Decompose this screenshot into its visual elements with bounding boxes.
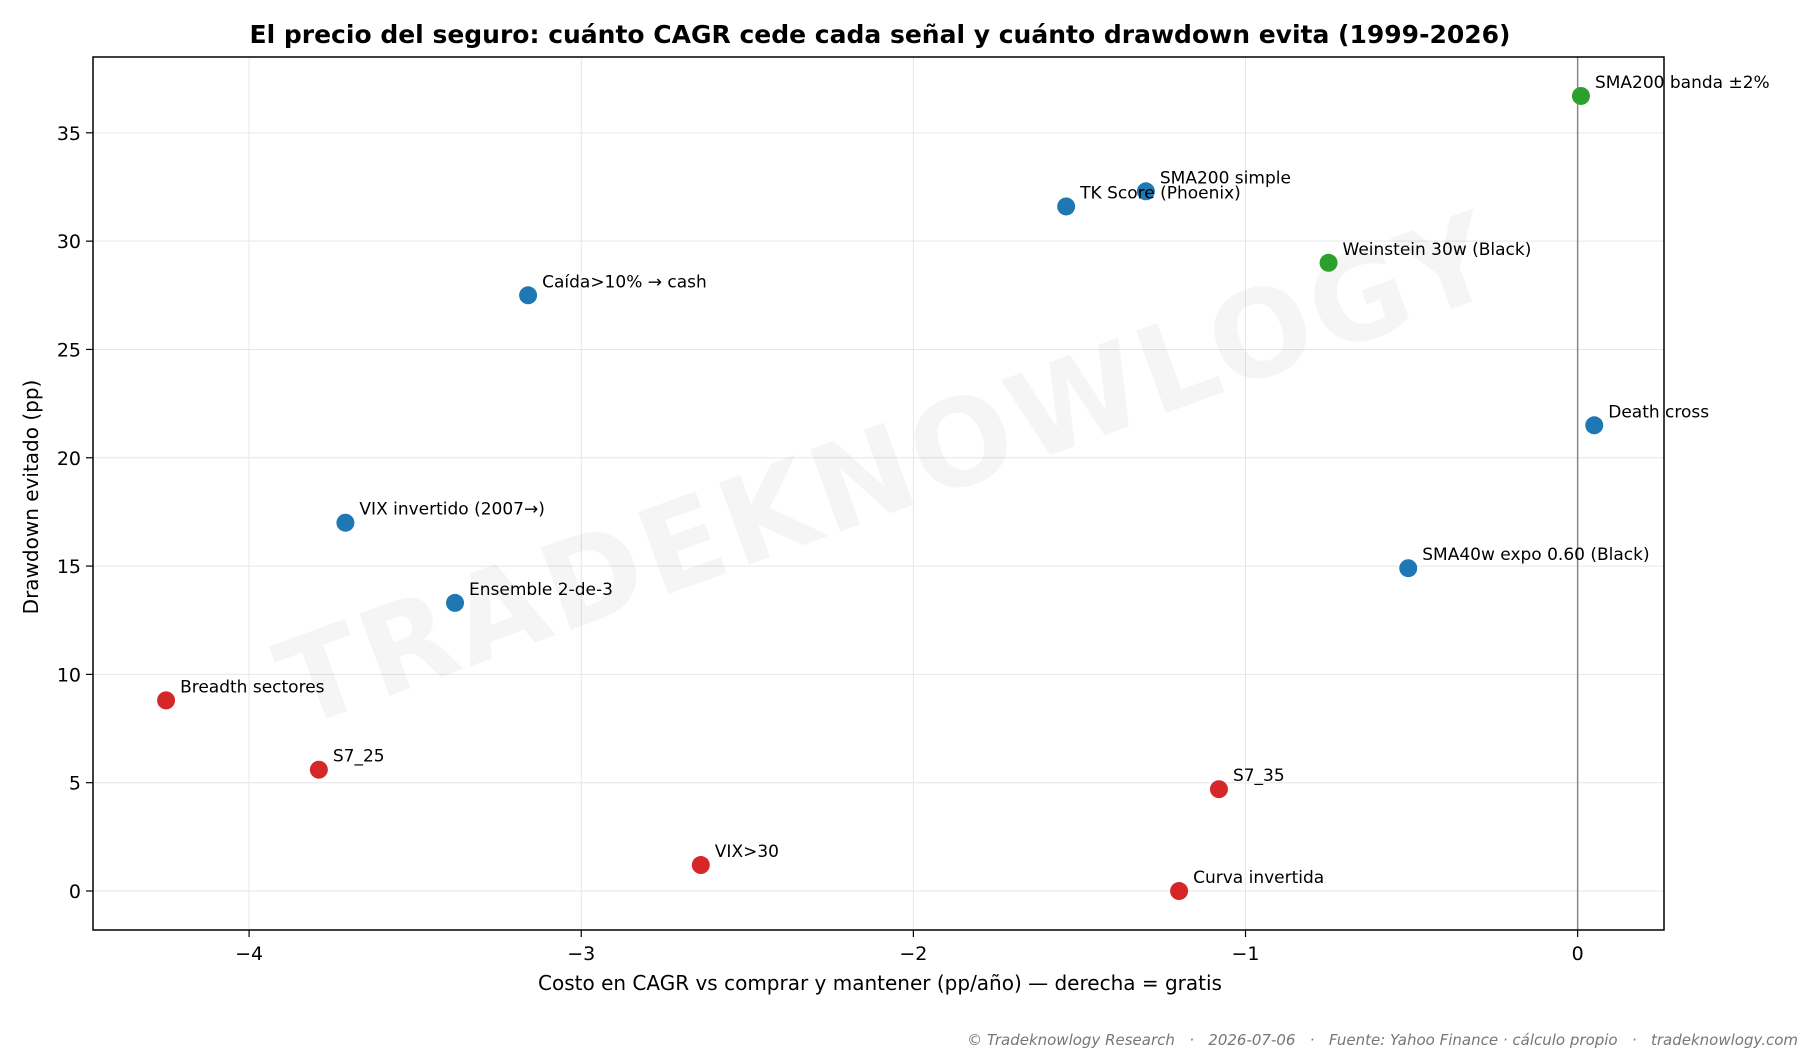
data-point-label: Weinstein 30w (Black) [1343,240,1532,260]
data-point [1319,253,1338,272]
data-point [1585,416,1604,435]
plot-frame [92,56,1665,931]
y-tick-label: 10 [57,664,81,686]
data-point [309,760,328,779]
data-point [336,513,355,532]
y-tick-label: 30 [57,231,81,253]
data-point [1136,182,1155,201]
data-point-label: Curva invertida [1193,868,1324,888]
data-point-label: SMA200 banda ±2% [1595,73,1770,93]
data-point-label: VIX invertido (2007→) [359,500,544,520]
data-point [1399,559,1418,578]
y-axis-ticks: 0 5 10 15 20 25 30 35 [57,123,93,903]
data-point-label: TK Score (Phoenix) [1079,183,1241,203]
data-point-label: S7_25 [333,747,385,767]
data-point [519,286,538,305]
x-tick-label: −1 [1232,943,1260,965]
y-tick-label: 5 [69,773,81,795]
data-point [691,856,710,875]
x-tick-label: −3 [567,943,595,965]
data-point-label: Breadth sectores [180,677,325,697]
data-point [157,691,176,710]
footer-credits: © Tradeknowlogy Research · 2026-07-06 · … [967,1031,1798,1049]
y-tick-label: 20 [57,448,81,470]
x-tick-label: −4 [235,943,263,965]
x-tick-label: 0 [1572,943,1584,965]
y-axis-label: Drawdown evitado (pp) [19,380,43,615]
data-point-label: SMA200 simple [1160,168,1291,188]
plot-area: TRADEKNOWLOGY SMA200 banda ±2%SMA200 sim… [92,56,1770,931]
x-axis-label: Costo en CAGR vs comprar y mantener (pp/… [538,971,1222,995]
data-point-label: Death cross [1608,402,1709,422]
data-point-label: SMA40w expo 0.60 (Black) [1422,545,1649,565]
x-axis-ticks: −4 −3 −2 −1 0 [235,930,1584,965]
plot-background [93,57,1664,930]
data-points [157,86,1604,901]
data-point [446,593,465,612]
y-tick-label: 15 [57,556,81,578]
x-tick-label: −2 [899,943,927,965]
data-point [1170,882,1189,901]
data-point-label: Caída>10% → cash [542,272,707,292]
data-point [1209,780,1228,799]
y-tick-label: 35 [57,123,81,145]
data-point [1571,86,1590,105]
data-point [1057,197,1076,216]
data-point-label: S7_35 [1233,766,1285,786]
chart-title: El precio del seguro: cuánto CAGR cede c… [250,20,1511,49]
y-tick-label: 0 [69,881,81,903]
y-tick-label: 25 [57,339,81,361]
data-point-label: Ensemble 2-de-3 [469,580,613,600]
data-point-label: VIX>30 [715,842,779,862]
